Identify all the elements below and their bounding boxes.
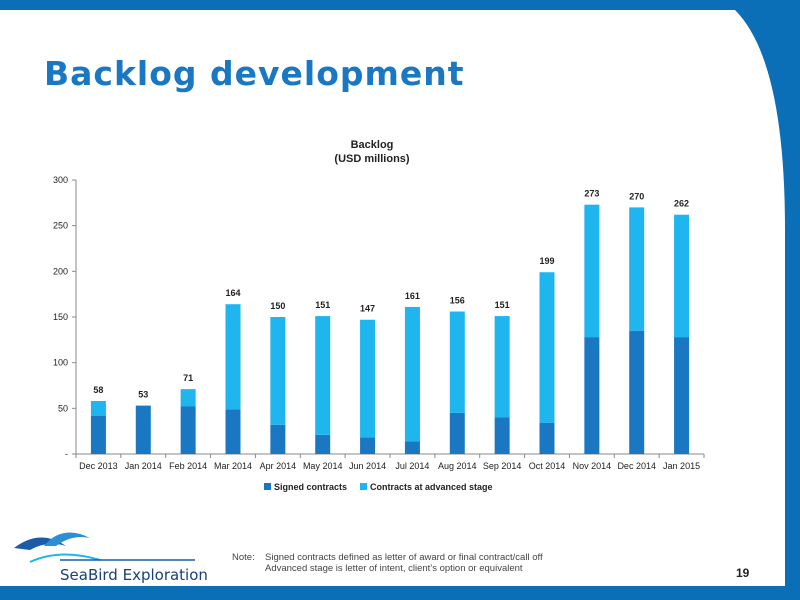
legend-swatch-signed	[264, 483, 271, 490]
y-tick-label: 150	[53, 312, 68, 322]
data-label-total: 53	[138, 390, 148, 400]
chart-title: Backlog	[350, 139, 394, 151]
x-tick-label: Jun 2014	[349, 461, 386, 471]
bar-signed-contracts	[539, 422, 555, 454]
page-number: 19	[736, 566, 750, 580]
bar-signed-contracts	[494, 417, 510, 454]
data-label-total: 262	[674, 199, 689, 209]
bar-signed-contracts	[404, 441, 420, 454]
x-tick-label: Jan 2015	[663, 461, 700, 471]
x-tick-label: Sep 2014	[483, 461, 522, 471]
data-label-total: 270	[629, 191, 644, 201]
bar-signed-contracts	[315, 434, 331, 454]
bar-advanced-stage	[360, 319, 376, 438]
note-line-2: Advanced stage is letter of intent, clie…	[265, 563, 523, 574]
y-tick-label: 200	[53, 266, 68, 276]
y-tick-label: 100	[53, 358, 68, 368]
x-tick-label: Oct 2014	[529, 461, 566, 471]
x-tick-label: Apr 2014	[260, 461, 297, 471]
x-tick-label: Dec 2013	[79, 461, 118, 471]
bar-advanced-stage	[674, 214, 690, 338]
x-tick-label: Mar 2014	[214, 461, 252, 471]
bar-signed-contracts	[629, 330, 645, 454]
bar-advanced-stage	[404, 306, 420, 442]
logo-text: SeaBird Exploration	[60, 566, 208, 584]
data-label-total: 273	[584, 189, 599, 199]
data-label-total: 58	[93, 385, 103, 395]
legend-swatch-advanced	[360, 483, 367, 490]
legend-label-signed: Signed contracts	[274, 482, 348, 492]
bar-signed-contracts	[360, 437, 376, 454]
bar-advanced-stage	[225, 304, 241, 410]
bottom-band	[0, 586, 800, 600]
data-label-total: 147	[360, 304, 375, 314]
data-label-total: 151	[495, 300, 510, 310]
y-tick-label: 250	[53, 221, 68, 231]
data-label-total: 156	[450, 296, 465, 306]
bar-signed-contracts	[90, 415, 106, 454]
y-tick-label: 300	[53, 175, 68, 185]
x-tick-label: Aug 2014	[438, 461, 477, 471]
seabird-logo-icon	[14, 532, 195, 563]
data-label-total: 151	[315, 300, 330, 310]
bar-signed-contracts	[674, 337, 690, 454]
chart-title-block: Backlog (USD millions)	[0, 138, 744, 166]
x-tick-label: Feb 2014	[169, 461, 207, 471]
bar-signed-contracts	[584, 337, 600, 454]
x-tick-label: Jan 2014	[125, 461, 162, 471]
x-tick-label: May 2014	[303, 461, 343, 471]
bar-advanced-stage	[315, 316, 331, 435]
y-tick-label: 50	[58, 403, 68, 413]
note-line-1: Signed contracts defined as letter of aw…	[265, 552, 543, 563]
x-tick-label: Nov 2014	[573, 461, 612, 471]
data-label-total: 164	[225, 288, 240, 298]
data-label-total: 150	[270, 301, 285, 311]
chart-subtitle: (USD millions)	[334, 153, 410, 165]
bar-signed-contracts	[449, 412, 465, 454]
footnote: Note: Signed contracts defined as letter …	[232, 552, 543, 574]
legend-advanced: Contracts at advanced stage	[360, 482, 493, 492]
x-tick-label: Jul 2014	[395, 461, 429, 471]
bar-signed-contracts	[270, 424, 286, 454]
x-tick-label: Dec 2014	[617, 461, 656, 471]
bar-signed-contracts	[225, 409, 241, 454]
bar-advanced-stage	[539, 272, 555, 423]
bar-signed-contracts	[180, 406, 196, 454]
bar-advanced-stage	[449, 311, 465, 413]
y-tick-label: -	[65, 449, 68, 459]
bar-advanced-stage	[494, 316, 510, 418]
data-label-total: 161	[405, 291, 420, 301]
bar-advanced-stage	[584, 204, 600, 338]
legend-label-advanced: Contracts at advanced stage	[370, 482, 493, 492]
note-label: Note:	[232, 552, 255, 563]
bar-advanced-stage	[629, 207, 645, 331]
bar-signed-contracts	[135, 405, 151, 454]
slide-title: Backlog development	[44, 54, 465, 93]
bar-advanced-stage	[180, 389, 196, 407]
legend-signed: Signed contracts	[264, 482, 347, 492]
bar-advanced-stage	[270, 317, 286, 425]
data-label-total: 199	[539, 256, 554, 266]
data-label-total: 71	[183, 373, 193, 383]
bar-advanced-stage	[90, 401, 106, 416]
